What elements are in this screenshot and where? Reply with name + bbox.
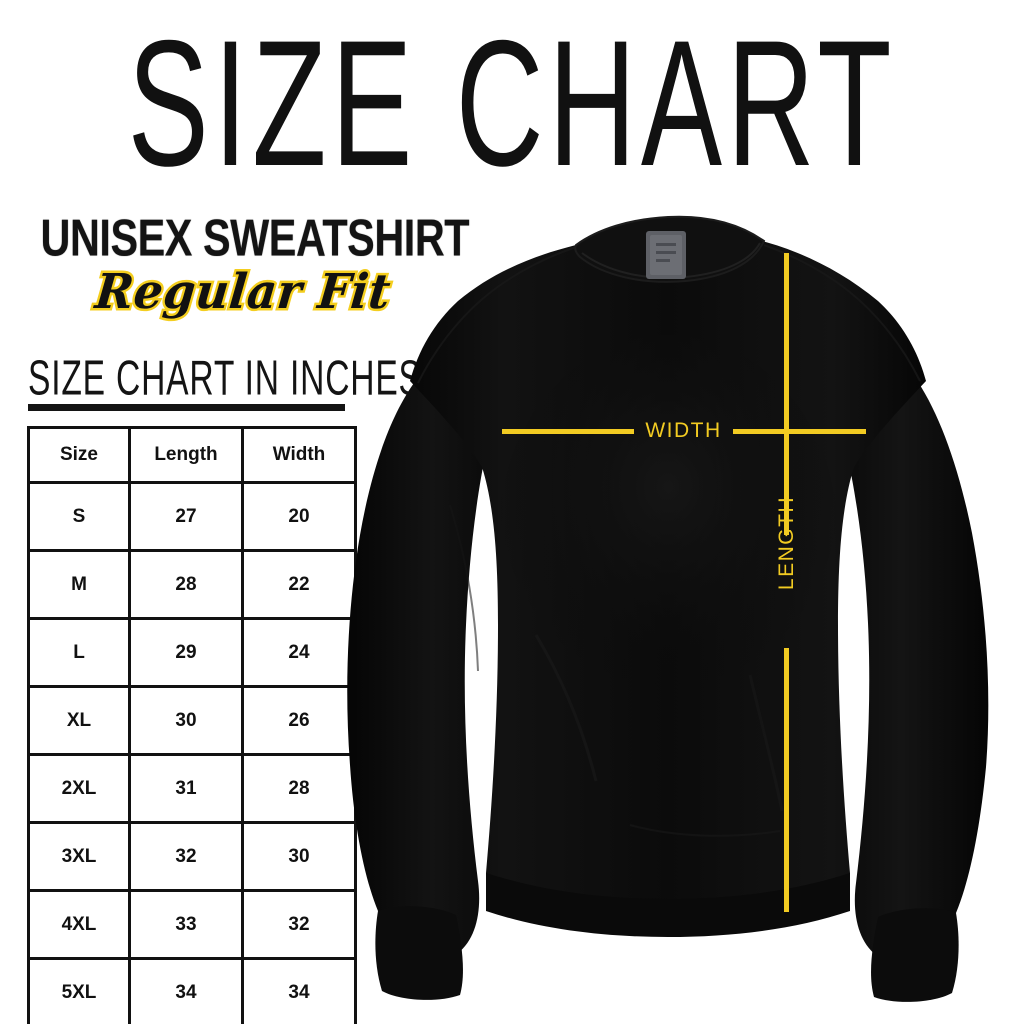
column-header-width: Width — [241, 426, 357, 484]
cell-length: 32 — [128, 821, 244, 892]
garment-type-heading: UNISEX SWEATSHIRT — [40, 208, 470, 267]
right-sleeve — [830, 355, 989, 965]
cell-width: 34 — [241, 957, 357, 1024]
fabric-highlight — [498, 335, 838, 735]
units-section-label: SIZE CHART IN INCHES — [28, 350, 422, 406]
table-row: 4XL 33 32 — [27, 889, 357, 960]
cell-length: 29 — [128, 617, 244, 688]
left-shoulder-seam — [417, 246, 577, 384]
right-shoulder-seam — [763, 244, 921, 382]
column-header-size: Size — [27, 426, 131, 484]
cell-width: 32 — [241, 889, 357, 960]
cell-length: 33 — [128, 889, 244, 960]
cell-width: 20 — [241, 481, 357, 552]
waistband — [486, 873, 850, 937]
table-row: S 27 20 — [27, 481, 357, 552]
cell-size: L — [27, 617, 131, 688]
cell-length: 31 — [128, 753, 244, 824]
cell-length: 27 — [128, 481, 244, 552]
cell-size: M — [27, 549, 131, 620]
neck-tag-icon — [646, 231, 686, 279]
cell-length: 30 — [128, 685, 244, 756]
size-table: Size Length Width S 27 20 M 28 22 L 29 2… — [27, 426, 357, 1024]
table-row: 2XL 31 28 — [27, 753, 357, 824]
sweatshirt-svg — [347, 215, 989, 1002]
fabric-folds — [449, 504, 784, 837]
right-cuff — [871, 908, 959, 1002]
sweatshirt-illustration — [330, 205, 1020, 1005]
cell-size: 2XL — [27, 753, 131, 824]
table-row: 5XL 34 34 — [27, 957, 357, 1024]
table-row: M 28 22 — [27, 549, 357, 620]
cell-size: S — [27, 481, 131, 552]
cell-size: 3XL — [27, 821, 131, 892]
cell-size: 4XL — [27, 889, 131, 960]
cell-size: XL — [27, 685, 131, 756]
table-row: XL 30 26 — [27, 685, 357, 756]
cell-length: 34 — [128, 957, 244, 1024]
table-row: L 29 24 — [27, 617, 357, 688]
left-cuff — [375, 906, 463, 1000]
cell-width: 28 — [241, 753, 357, 824]
table-body: S 27 20 M 28 22 L 29 24 XL 30 26 2XL 31 — [27, 481, 357, 1024]
column-header-length: Length — [128, 426, 244, 484]
section-underline-rule — [28, 404, 345, 411]
left-sleeve — [347, 357, 502, 963]
page-title: SIZE CHART — [127, 3, 897, 204]
cell-width: 22 — [241, 549, 357, 620]
collar-inner-seam — [581, 242, 761, 279]
cell-size: 5XL — [27, 957, 131, 1024]
cell-length: 28 — [128, 549, 244, 620]
table-header-row: Size Length Width — [27, 426, 357, 484]
table-row: 3XL 32 30 — [27, 821, 357, 892]
cell-width: 30 — [241, 821, 357, 892]
